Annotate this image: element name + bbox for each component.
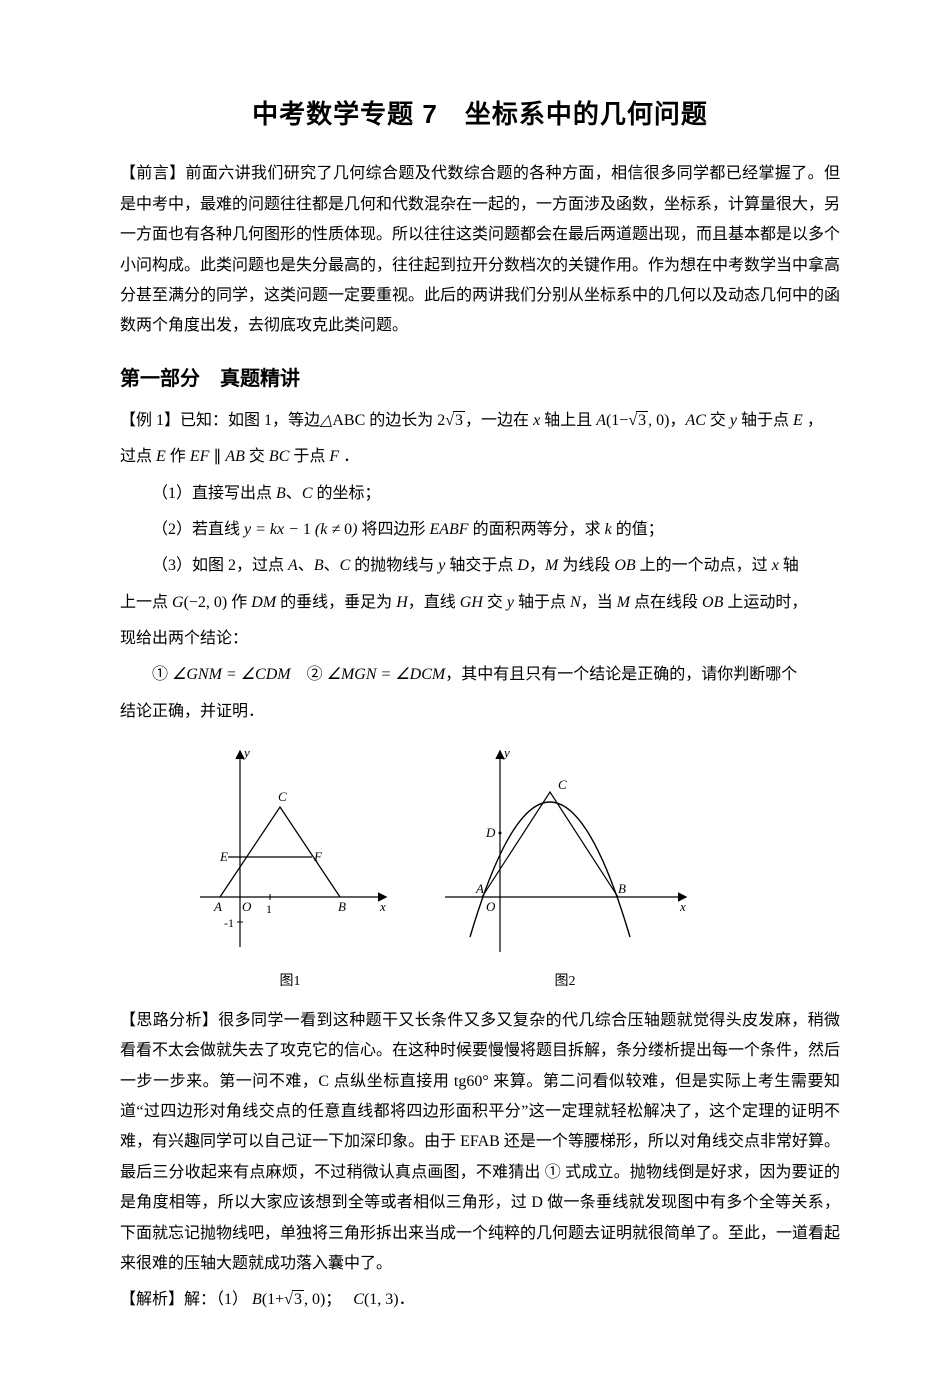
svg-text:1: 1 (266, 902, 272, 916)
ex1-part1: 已知：如图 1，等边 (180, 412, 320, 429)
question-3-conclusions-b: 结论正确，并证明． (120, 697, 840, 727)
svg-text:A: A (213, 899, 222, 914)
svg-text:A: A (475, 881, 484, 896)
side-length: 2√3 (437, 412, 465, 429)
svg-text:E: E (219, 849, 228, 864)
page: 中考数学专题 7 坐标系中的几何问题 【前言】前面六讲我们研究了几何综合题及代数… (0, 0, 945, 1382)
solution-C: C(1, 3) (353, 1291, 398, 1308)
svg-text:F: F (313, 849, 323, 864)
example-label: 【例 1】 (120, 412, 180, 429)
svg-text:C: C (558, 777, 567, 792)
solution-B: B(1+√3, 0) (252, 1291, 325, 1308)
solution-paragraph: 【解析】解：（1） B(1+√3, 0)； C(1, 3)． (120, 1285, 840, 1315)
foreword-paragraph: 【前言】前面六讲我们研究了几何综合题及代数综合题的各种方面，相信很多同学都已经掌… (120, 159, 840, 341)
example1-stem-line2: 过点 E 作 EF ∥ AB 交 BC 于点 F ． (120, 442, 840, 472)
analysis-text: 很多同学一看到这种题干又长条件又多又复杂的代几综合压轴题就觉得头皮发麻，稍微看看… (120, 1012, 840, 1272)
point-A: A(1−√3, 0) (596, 412, 669, 429)
figure-2-caption: 图2 (430, 969, 700, 996)
solution-label: 【解析】 (120, 1291, 184, 1308)
solution-prefix: 解：（1） (184, 1291, 248, 1308)
triangle-abc: △ABC (320, 412, 365, 429)
figure-2-svg: y x A O B C D (430, 737, 700, 967)
svg-text:x: x (679, 899, 686, 914)
document-title: 中考数学专题 7 坐标系中的几何问题 (120, 90, 840, 139)
ex1-part2: 的边长为 (365, 412, 437, 429)
svg-text:y: y (502, 745, 510, 760)
figure-1-svg: y x A O B C E F 1 -1 (180, 737, 400, 967)
example1-stem-line1: 【例 1】已知：如图 1，等边△ABC 的边长为 2√3，一边在 x 轴上且 A… (120, 406, 840, 436)
analysis-label: 【思路分析】 (120, 1012, 218, 1029)
analysis-paragraph: 【思路分析】很多同学一看到这种题干又长条件又多又复杂的代几综合压轴题就觉得头皮发… (120, 1006, 840, 1280)
svg-text:C: C (278, 789, 287, 804)
question-3-line3: 现给出两个结论： (120, 624, 840, 654)
svg-text:O: O (242, 899, 252, 914)
figure-1-wrap: y x A O B C E F 1 -1 图1 (180, 737, 400, 996)
section-header: 第一部分 真题精讲 (120, 360, 840, 398)
svg-text:B: B (338, 899, 346, 914)
question-2: （2）若直线 y = kx − 1 (k ≠ 0) 将四边形 EABF 的面积两… (120, 515, 840, 545)
figures-row: y x A O B C E F 1 -1 图1 (180, 737, 840, 996)
svg-text:D: D (485, 825, 496, 840)
figure-2-wrap: y x A O B C D 图2 (430, 737, 700, 996)
question-3-line2: 上一点 G(−2, 0) 作 DM 的垂线，垂足为 H，直线 GH 交 y 轴于… (120, 588, 840, 618)
question-3-conclusions: ① ∠GNM = ∠CDM ② ∠MGN = ∠DCM，其中有且只有一个结论是正… (120, 660, 840, 690)
question-3-line1: （3）如图 2，过点 A、B、C 的抛物线与 y 轴交于点 D，M 为线段 OB… (120, 551, 840, 581)
ex1-part3: ，一边在 x 轴上且 (465, 412, 596, 429)
svg-text:x: x (379, 899, 386, 914)
svg-text:B: B (618, 881, 626, 896)
svg-text:y: y (242, 745, 250, 760)
svg-text:-1: -1 (224, 916, 234, 930)
question-1: （1）直接写出点 B、C 的坐标； (120, 479, 840, 509)
svg-text:O: O (486, 899, 496, 914)
foreword-label: 【前言】 (120, 165, 186, 182)
foreword-text: 前面六讲我们研究了几何综合题及代数综合题的各种方面，相信很多同学都已经掌握了。但… (120, 165, 840, 334)
ex1-part4: ，AC 交 y 轴于点 E ， (669, 412, 822, 429)
figure-1-caption: 图1 (180, 969, 400, 996)
